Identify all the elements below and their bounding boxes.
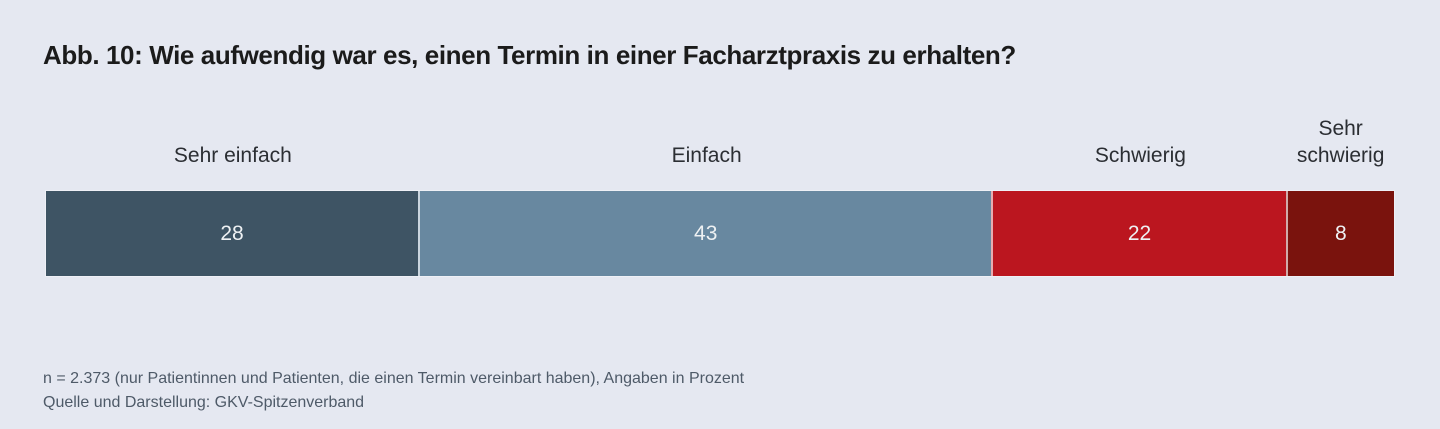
category-label-schwierig: Schwierig: [1094, 144, 1186, 168]
chart-title: Abb. 10: Wie aufwendig war es, einen Ter…: [43, 40, 1016, 70]
segment-value: 28: [220, 221, 244, 245]
footnote-source: Quelle und Darstellung: GKV-Spitzenverba…: [43, 394, 365, 411]
segment-value: 43: [694, 221, 718, 245]
segment-value: 8: [1335, 221, 1347, 245]
segment-value: 22: [1127, 221, 1152, 245]
bar-segment-sehr-einfach: 28: [46, 191, 419, 276]
bar-segment-schwierig: 22: [991, 191, 1286, 276]
category-label-einfach: Einfach: [671, 144, 742, 168]
bar-segment-sehr-schwierig: 8: [1285, 191, 1394, 276]
footnote-sample-size: n = 2.373 (nur Patientinnen und Patiente…: [43, 370, 745, 387]
stacked-bar-chart: Sehr einfach Einfach Schwierig Sehr schw…: [46, 100, 1394, 276]
stacked-bar: 28 43 22 8: [46, 191, 1394, 276]
category-labels-row: Sehr einfach Einfach Schwierig Sehr schw…: [46, 100, 1394, 170]
category-label-sehr-schwierig: Sehr schwierig: [1296, 117, 1385, 168]
category-label-sehr-einfach: Sehr einfach: [173, 144, 292, 168]
bar-segment-einfach: 43: [418, 191, 992, 276]
chart-footnote: n = 2.373 (nur Patientinnen und Patiente…: [43, 367, 744, 415]
